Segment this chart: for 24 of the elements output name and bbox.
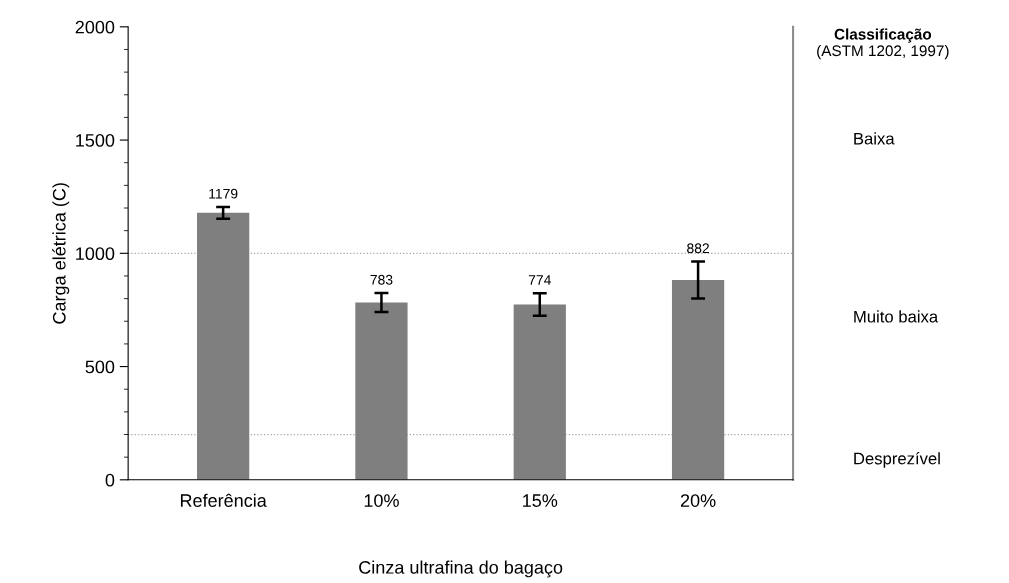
bar	[671, 280, 725, 480]
x-axis-title: Cinza ultrafina do bagaço	[359, 560, 563, 578]
text: Baixa	[854, 132, 895, 145]
y-tick-label: 2000	[75, 20, 115, 34]
data-label: 774	[528, 275, 551, 285]
y-tick-label: 0	[105, 473, 115, 487]
data-label: 783	[370, 274, 393, 285]
y-tick-label: 500	[85, 360, 115, 374]
text: (ASTM 1202, 1997)	[817, 44, 949, 60]
text: Desprezível	[854, 452, 940, 468]
x-tick-label: 15%	[523, 494, 558, 507]
x-tick-label: 20%	[680, 494, 716, 507]
bar	[513, 304, 566, 480]
y-axis-title: Carga elétrica (C)	[52, 183, 70, 324]
x-tick-label: 10%	[364, 494, 399, 507]
y-tick-label: 1000	[76, 247, 115, 261]
y-tick-label: 1500	[76, 134, 115, 147]
x-tick-label: Referência	[180, 493, 267, 507]
text: Muito baixa	[854, 310, 939, 323]
bar	[197, 212, 250, 480]
text: Classificação	[834, 28, 932, 43]
bar	[355, 302, 408, 480]
data-label: 1179	[209, 188, 238, 199]
data-label: 882	[687, 243, 709, 254]
